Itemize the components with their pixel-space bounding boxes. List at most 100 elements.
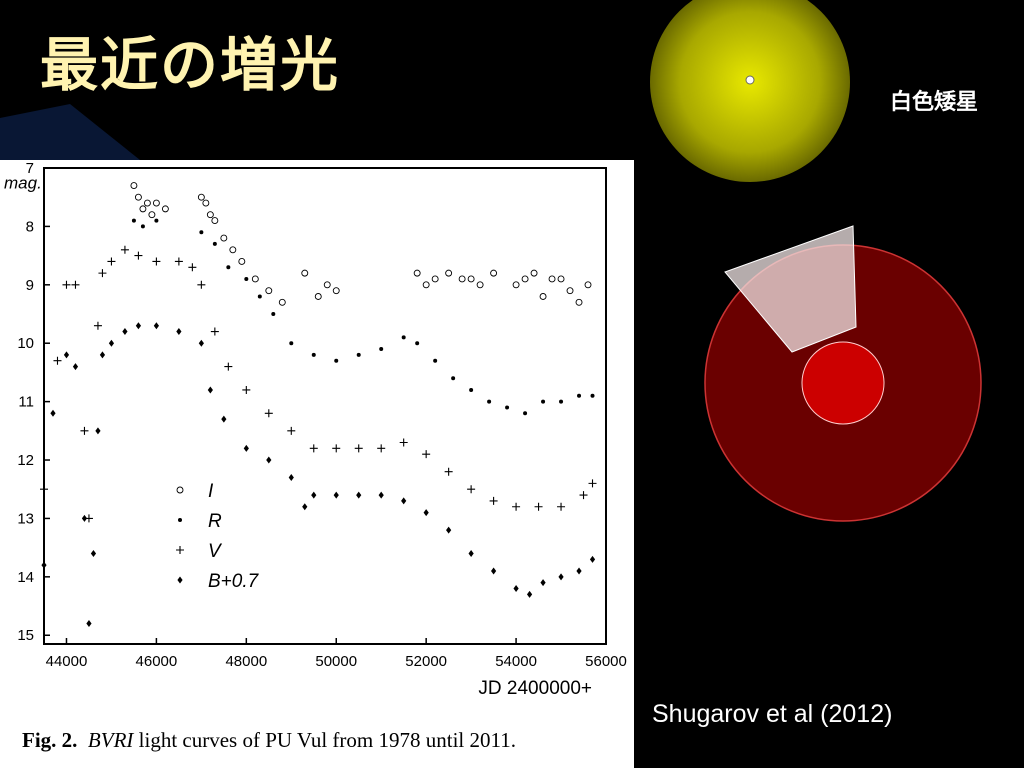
data-point [433,358,438,363]
data-point [540,579,546,587]
data-point [557,275,565,283]
white-dwarf-disk-icon [650,0,850,182]
y-tick-label: 12 [17,452,34,469]
data-point [197,280,206,289]
y-tick-label: 9 [26,277,34,294]
data-point [243,444,249,452]
legend-marker-i [176,486,184,494]
data-point [139,205,147,213]
data-point [63,351,70,359]
data-point [354,444,363,453]
data-point [108,339,115,347]
data-point [446,526,452,534]
data-point [576,567,582,575]
data-point [98,269,107,278]
data-point [197,193,205,201]
data-point [311,352,316,357]
data-point [140,224,145,229]
y-tick-label: 8 [26,218,34,235]
data-point [50,409,56,417]
data-point [579,491,588,500]
data-point [266,456,272,464]
data-point [311,491,317,499]
data-point [130,182,138,189]
data-point [40,485,48,494]
data-point [577,393,582,398]
chart-axes: 44000 46000 48000 50000 52000 54000 56000 7 8 9 10… [4,160,627,699]
figure-caption-text: light curves of PU Vul from 1978 until 2… [133,728,516,752]
data-point [174,257,183,266]
data-point [356,352,361,357]
data-point [206,211,214,219]
chart-marks [40,182,597,628]
y-axis-label: mag. [4,173,42,192]
data-point [202,199,210,207]
data-point [505,405,510,410]
data-point [122,328,128,336]
x-tick-label: 48000 [225,653,267,670]
data-point [90,549,97,557]
data-point [135,322,142,330]
data-point [323,281,331,289]
legend-label-i: I [208,481,214,502]
x-tick-label: 50000 [315,653,357,670]
chart-legend: IRV B+0.7 [176,481,260,592]
data-point [244,276,249,281]
y-tick-label: 7 [26,160,34,177]
data-point [422,450,431,459]
series-b-0-7 [41,322,596,628]
data-point [199,230,204,235]
data-point [154,218,159,223]
series-v [40,245,597,523]
data-point [413,269,421,277]
data-point [512,502,521,511]
data-point [590,393,595,398]
figure-number: Fig. 2. [22,728,78,752]
slide-title: 最近の増光 [40,31,341,99]
data-point [210,327,219,336]
y-tick-label: 11 [18,394,34,411]
data-point [134,193,142,201]
data-point [377,444,386,453]
data-point [444,467,453,476]
x-tick-label: 56000 [585,653,627,670]
data-point [257,294,262,299]
data-point [71,280,80,289]
plot-frame [43,167,607,645]
data-point [467,485,476,494]
data-point [476,281,484,289]
data-point [589,555,596,563]
data-point [521,275,529,283]
data-point [226,265,231,270]
data-point [301,269,309,277]
data-point [566,287,574,295]
data-point [588,479,597,488]
series-r [131,218,595,416]
data-point [153,322,159,330]
data-point [302,503,308,511]
data-point [86,620,92,628]
y-tick-label: 14 [17,569,34,586]
data-point [62,280,71,289]
data-point [161,205,169,213]
x-axis-label: JD 2400000+ [478,678,592,699]
data-point [131,218,136,223]
legend-label-r: R [208,511,222,532]
data-point [242,385,251,394]
x-tick-label: 46000 [136,653,178,670]
data-point [541,399,546,404]
data-point [513,585,519,593]
data-point [289,341,294,346]
accretion-stream-icon [724,225,857,353]
data-point [176,328,182,336]
data-point [431,275,439,283]
data-point [332,287,340,295]
data-point [399,438,408,447]
data-point [152,257,161,266]
data-point [41,561,47,569]
data-point [378,491,384,499]
data-point [469,387,474,392]
y-tick-label: 15 [17,627,34,644]
data-point [220,234,228,242]
